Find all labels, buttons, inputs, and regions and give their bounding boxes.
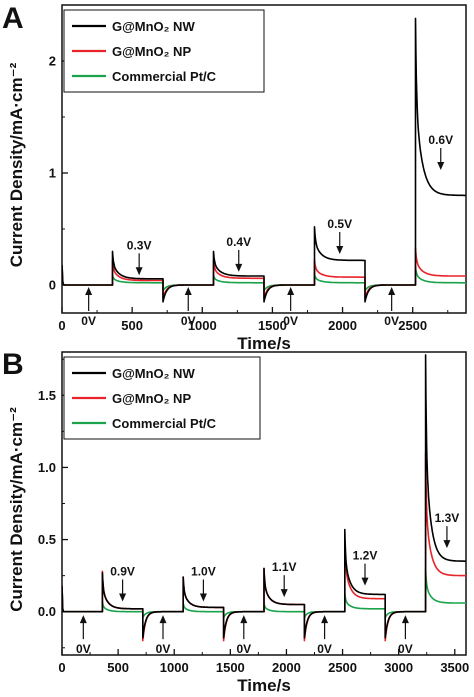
arrow-head xyxy=(85,287,93,295)
annotation-0: 0V xyxy=(81,287,96,328)
arrow-head xyxy=(235,263,243,272)
annotation-0: 0V xyxy=(76,615,91,656)
plot-frame xyxy=(61,4,467,314)
annotation-label: 0V xyxy=(398,642,413,656)
arrow-head xyxy=(388,287,396,295)
arrow-head xyxy=(119,593,127,602)
annotation-1: 0.9V xyxy=(110,565,135,602)
panel-letter: B xyxy=(2,348,24,381)
legend-label: G@MnO₂ NP xyxy=(112,44,191,59)
x-tick-label: 3500 xyxy=(440,660,469,675)
annotation-label: 0V xyxy=(181,314,196,328)
x-tick-label: 0 xyxy=(58,318,65,333)
arrow-head xyxy=(287,287,295,295)
annotation-label: 1.2V xyxy=(353,549,378,563)
legend: G@MnO₂ NW G@MnO₂ NP Commercial Pt/C xyxy=(63,356,261,440)
legend-label: Commercial Pt/C xyxy=(112,416,217,431)
annotation-label: 0V xyxy=(81,314,96,328)
data-traces xyxy=(62,17,466,303)
x-tick-label: 500 xyxy=(107,660,129,675)
x-axis-title: Time/s xyxy=(237,334,291,353)
x-tick-label: 500 xyxy=(121,318,143,333)
panel-B: 0 500 1000 1500 2000 2500 3000 3500 0.0 0.5 1.0 1.5… xyxy=(2,348,469,695)
x-tick-label: 0 xyxy=(58,660,65,675)
legend-label: G@MnO₂ NP xyxy=(112,391,191,406)
annotation-label: 0.9V xyxy=(110,565,135,579)
y-tick-label: 1.5 xyxy=(38,388,56,403)
annotation-6: 0V xyxy=(317,615,332,656)
annotation-label: 0V xyxy=(283,314,298,328)
x-tick-label: 2000 xyxy=(272,660,301,675)
y-axis-title: Current Density/mA·cm⁻² xyxy=(7,62,26,267)
annotation-label: 0V xyxy=(76,642,91,656)
arrow-head xyxy=(321,615,329,624)
annotation-label: 0V xyxy=(317,642,332,656)
annotation-4: 0V xyxy=(236,615,251,656)
x-axis-title: Time/s xyxy=(237,676,291,695)
arrow-head xyxy=(240,615,248,624)
annotation-8: 0V xyxy=(398,615,413,656)
x-tick-label: 1000 xyxy=(160,660,189,675)
annotation-4: 0V xyxy=(283,287,298,328)
annotation-label: 0V xyxy=(156,642,171,656)
annotation-2: 0V xyxy=(181,287,196,328)
x-tick-label: 2000 xyxy=(328,318,357,333)
annotation-2: 0V xyxy=(156,615,171,656)
annotation-5: 1.1V xyxy=(272,560,297,598)
x-tick-label: 1500 xyxy=(216,660,245,675)
x-tick-label: 2500 xyxy=(398,318,427,333)
arrow-head xyxy=(361,577,369,586)
y-tick-label: 2 xyxy=(49,54,56,69)
y-tick-label: 0.0 xyxy=(38,604,56,619)
annotation-label: 1.0V xyxy=(191,565,216,579)
annotation-label: 1.3V xyxy=(435,511,460,525)
arrow-head xyxy=(184,287,192,295)
annotation-label: 0.5V xyxy=(327,217,352,231)
arrow-head xyxy=(159,615,167,624)
series-line-0 xyxy=(62,17,466,303)
annotation-label: 1.1V xyxy=(272,560,297,574)
legend-label: G@MnO₂ NW xyxy=(112,366,195,381)
y-tick-label: 0.5 xyxy=(38,532,56,547)
panel-A: 0 500 1000 1500 2000 2500 0 1 2 Time/s Current Den… xyxy=(2,2,467,353)
arrow-head xyxy=(336,246,344,254)
x-tick-label: 1500 xyxy=(258,318,287,333)
annotation-label: 0V xyxy=(236,642,251,656)
y-tick-label: 1.0 xyxy=(38,460,56,475)
x-tick-label: 2500 xyxy=(328,660,357,675)
annotation-5: 0.5V xyxy=(327,217,352,254)
annotation-9: 1.3V xyxy=(435,511,460,549)
legend-label: G@MnO₂ NW xyxy=(112,19,195,34)
arrow-head xyxy=(199,593,207,602)
y-tick-label: 1 xyxy=(49,166,56,181)
x-tick-label: 3000 xyxy=(384,660,413,675)
legend-label: Commercial Pt/C xyxy=(112,69,217,84)
panel-letter: A xyxy=(2,2,24,35)
x-tick-label: 1000 xyxy=(188,318,217,333)
y-tick-label: 0 xyxy=(49,278,56,293)
annotation-1: 0.3V xyxy=(127,238,152,276)
annotation-7: 1.2V xyxy=(353,549,378,586)
annotation-label: 0V xyxy=(384,314,399,328)
annotation-6: 0V xyxy=(384,287,399,328)
annotation-label: 0.6V xyxy=(428,133,453,147)
data-traces xyxy=(62,354,466,642)
annotation-label: 0.4V xyxy=(226,235,251,249)
arrow-head xyxy=(443,540,451,549)
arrow-head xyxy=(401,615,409,624)
annotation-3: 1.0V xyxy=(191,565,216,602)
arrow-head xyxy=(79,615,87,624)
series-line-0 xyxy=(62,354,466,639)
y-axis-title: Current Density/mA·cm⁻² xyxy=(7,407,26,612)
annotation-7: 0.6V xyxy=(428,133,453,170)
arrow-head xyxy=(280,589,288,598)
arrow-head xyxy=(437,162,445,170)
legend: G@MnO₂ NW G@MnO₂ NP Commercial Pt/C xyxy=(63,9,265,93)
annotation-3: 0.4V xyxy=(226,235,251,272)
annotation-label: 0.3V xyxy=(127,238,152,252)
arrow-head xyxy=(135,267,143,276)
